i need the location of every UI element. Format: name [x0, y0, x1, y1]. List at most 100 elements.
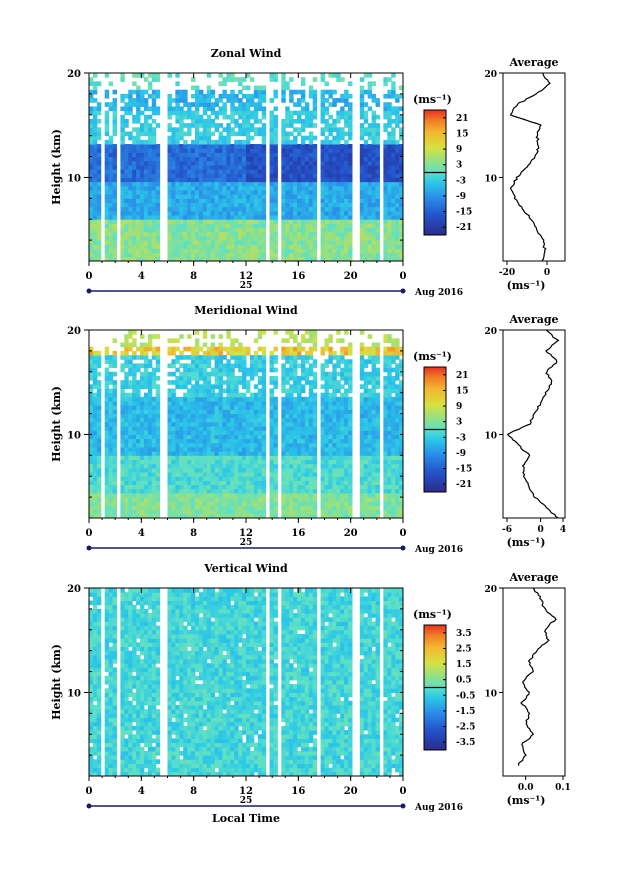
heatmap-cell: [261, 227, 267, 233]
heatmap-cell: [238, 223, 243, 229]
heatmap-cell: [387, 160, 392, 166]
heatmap-cell: [363, 252, 369, 258]
heatmap-cell: [269, 123, 274, 128]
heatmap-cell: [136, 421, 141, 427]
heatmap-cell: [320, 206, 325, 212]
heatmap-cell: [375, 169, 380, 174]
heatmap-cell: [167, 123, 172, 128]
heatmap-cell: [104, 194, 110, 199]
heatmap-cell: [387, 202, 392, 208]
heatmap-cell: [332, 139, 337, 145]
heatmap-cell: [92, 73, 98, 78]
heatmap-cell: [242, 346, 247, 352]
heatmap-cell: [289, 421, 294, 427]
heatmap-cell: [257, 85, 263, 91]
heatmap-cell: [289, 131, 294, 137]
heatmap-cell: [344, 160, 349, 166]
heatmap-cell: [226, 384, 231, 389]
heatmap-cell: [120, 156, 125, 162]
heatmap-cell: [253, 106, 259, 112]
heatmap-cell: [253, 148, 259, 153]
heatmap-cell: [293, 160, 298, 166]
heatmap-cell: [128, 367, 133, 373]
heatmap-cell: [238, 231, 243, 237]
heatmap-cell: [312, 156, 318, 162]
x-tick-label: 0: [86, 271, 93, 282]
heatmap-cell: [155, 388, 161, 394]
heatmap-cell: [136, 85, 141, 91]
heatmap-cell: [206, 144, 212, 149]
heatmap-cell: [128, 194, 133, 199]
heatmap-cell: [293, 484, 298, 490]
heatmap-cell: [281, 484, 286, 490]
heatmap-cell: [128, 463, 133, 469]
heatmap-cell: [171, 455, 176, 461]
heatmap-cell: [104, 434, 110, 440]
heatmap-cell: [96, 81, 102, 87]
heatmap-cell: [202, 363, 208, 369]
heatmap-cell: [328, 334, 333, 339]
heatmap-cell: [249, 123, 255, 128]
heatmap-cell: [198, 371, 204, 377]
heatmap-cell: [136, 102, 141, 107]
heatmap-cell: [336, 110, 341, 116]
heatmap-cell: [242, 215, 247, 220]
heatmap-cell: [242, 484, 247, 490]
heatmap-cell: [218, 169, 223, 174]
heatmap-cell: [253, 227, 259, 233]
heatmap-cell: [230, 173, 235, 178]
heatmap-cell: [234, 235, 239, 241]
heatmap-cell: [395, 148, 400, 153]
heatmap-cell: [363, 73, 369, 78]
heatmap-cell: [183, 231, 188, 237]
heatmap-cell: [308, 405, 314, 410]
heatmap-cell: [226, 160, 231, 166]
heatmap-cell: [218, 430, 223, 435]
colorbar-tick-label: 15: [456, 129, 469, 139]
heatmap-cell: [281, 505, 286, 511]
heatmap-cell: [124, 480, 129, 486]
heatmap-cell: [210, 388, 216, 394]
heatmap-cell: [183, 177, 188, 183]
heatmap-cell: [194, 152, 200, 158]
heatmap-cell: [179, 375, 184, 381]
heatmap-cell: [293, 185, 298, 191]
heatmap-cell: [89, 177, 94, 183]
heatmap-cell: [234, 380, 239, 385]
heatmap-cell: [257, 131, 263, 137]
heatmap-cell: [308, 123, 314, 128]
heatmap-cell: [191, 85, 196, 91]
heatmap-cell: [324, 476, 329, 481]
heatmap-cell: [230, 367, 235, 373]
heatmap-cell: [136, 160, 141, 166]
heatmap-cell: [151, 127, 157, 132]
heatmap-cell: [147, 210, 153, 216]
heatmap-cell: [336, 244, 341, 249]
heatmap-cell: [289, 455, 294, 461]
heatmap-cell: [89, 434, 94, 440]
heatmap-cell: [253, 484, 259, 490]
heatmap-cell: [363, 206, 369, 212]
heatmap-cell: [187, 413, 192, 419]
heatmap-cell: [261, 240, 267, 245]
heatmap-cell: [253, 248, 259, 254]
heatmap-cell: [183, 244, 188, 249]
heatmap-cell: [120, 106, 125, 112]
heatmap-cell: [155, 248, 161, 254]
heatmap-cell: [308, 350, 314, 356]
heatmap-cell: [167, 235, 172, 241]
heatmap-cell: [167, 160, 172, 166]
heatmap-cell: [194, 164, 200, 170]
heatmap-cell: [238, 202, 243, 208]
heatmap-cell: [89, 256, 94, 262]
heatmap-cell: [151, 405, 157, 410]
heatmap-cell: [324, 497, 329, 502]
heatmap-cell: [155, 509, 161, 515]
heatmap-cell: [320, 110, 325, 116]
heatmap-cell: [108, 375, 114, 381]
heatmap-cell: [340, 160, 345, 166]
heatmap-cell: [92, 98, 98, 103]
heatmap-cell: [328, 476, 333, 481]
heatmap-cell: [226, 198, 231, 204]
heatmap-cell: [128, 231, 133, 237]
